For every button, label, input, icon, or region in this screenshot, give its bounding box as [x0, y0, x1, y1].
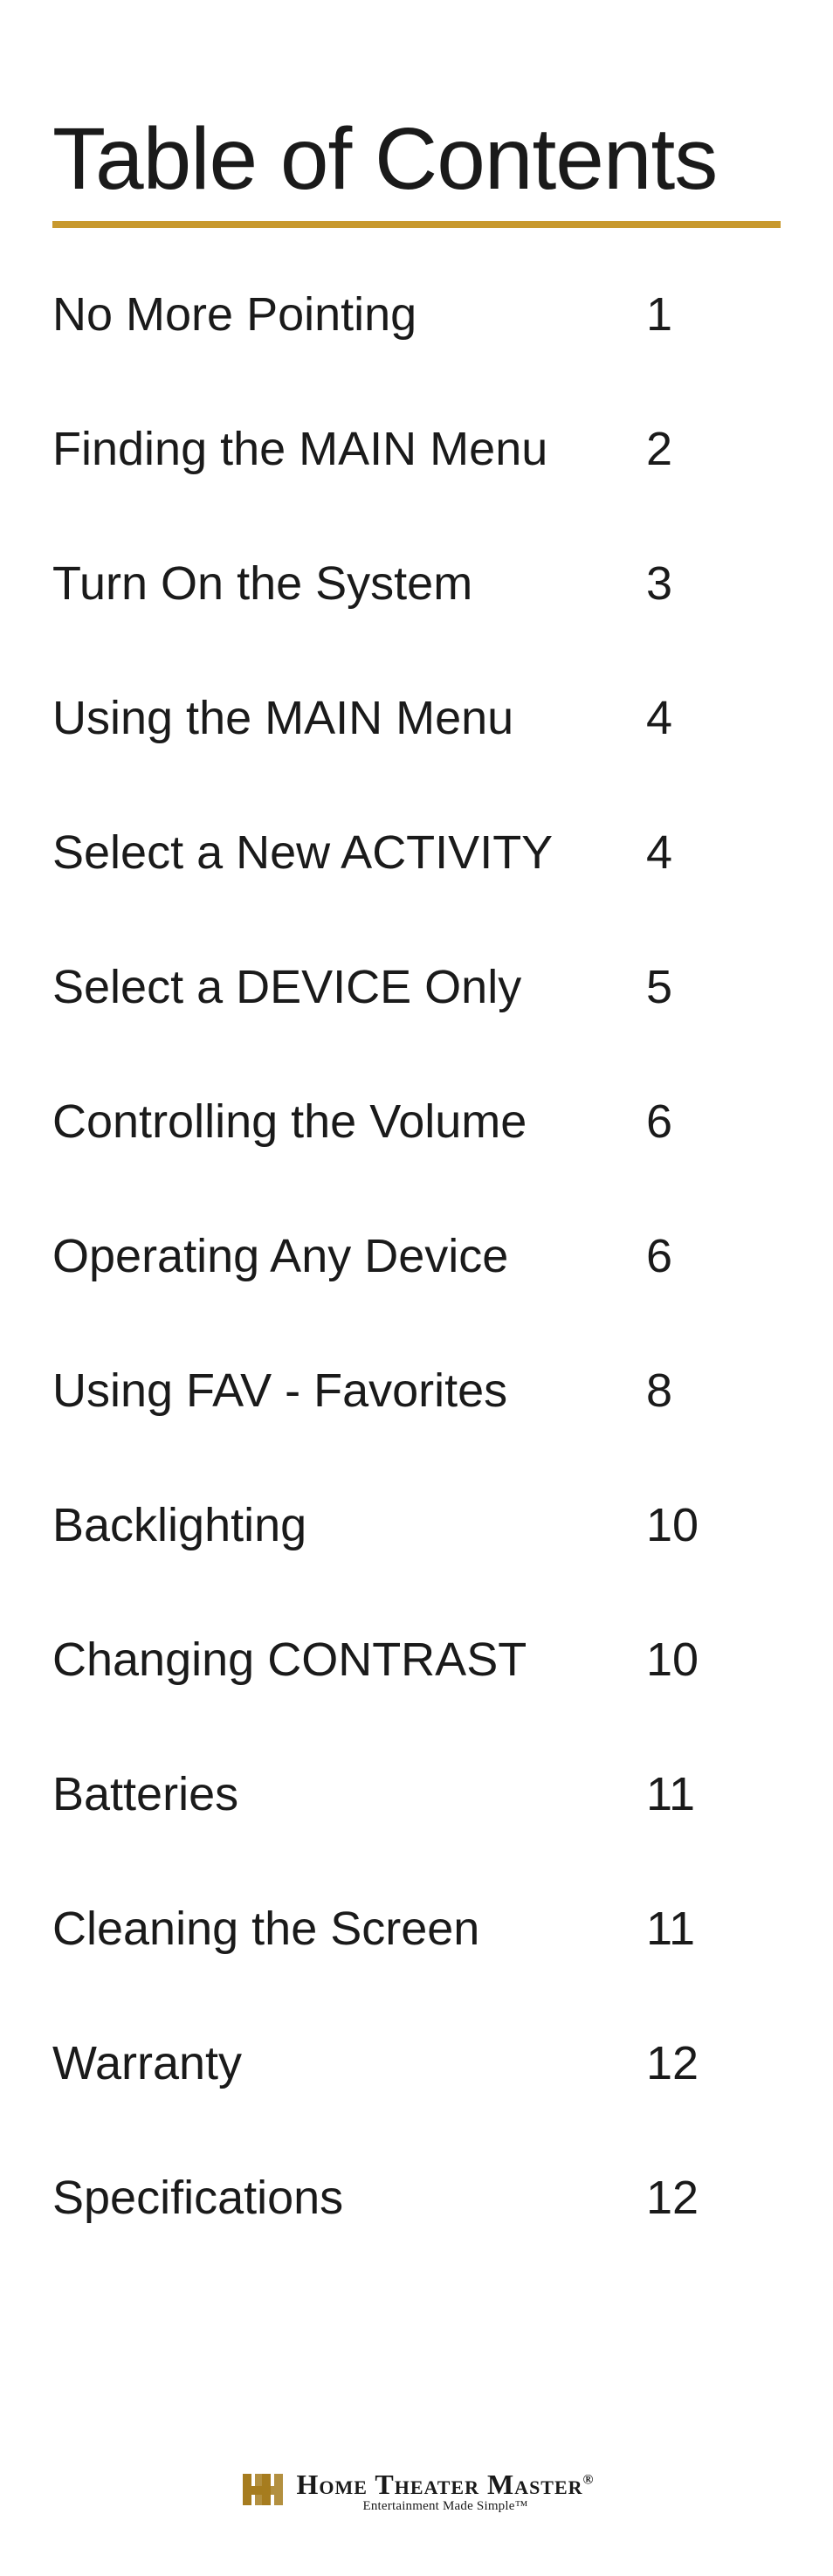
toc-row: Backlighting10 [52, 1498, 768, 1552]
logo: Home Theater Master® Entertainment Made … [239, 2469, 595, 2515]
toc-row: Warranty12 [52, 2036, 768, 2090]
toc-entry-label: No More Pointing [52, 287, 646, 342]
toc-entry-page: 4 [646, 691, 672, 745]
toc-entry-page: 8 [646, 1364, 672, 1418]
toc-entry-page: 1 [646, 287, 672, 342]
toc-entry-page: 10 [646, 1498, 699, 1552]
toc-row: No More Pointing1 [52, 287, 768, 342]
logo-main-text: Home Theater Master® [297, 2470, 595, 2498]
toc-entry-page: 11 [646, 1902, 695, 1956]
toc-row: Controlling the Volume6 [52, 1095, 768, 1149]
footer-logo: Home Theater Master® Entertainment Made … [0, 2469, 833, 2515]
toc-row: Batteries11 [52, 1767, 768, 1821]
page-title: Table of Contents [52, 114, 781, 228]
toc-row: Turn On the System3 [52, 556, 768, 611]
toc-entry-label: Using the MAIN Menu [52, 691, 646, 745]
toc-entry-label: Finding the MAIN Menu [52, 422, 646, 476]
toc-list: No More Pointing1 Finding the MAIN Menu2 T… [52, 287, 768, 2225]
toc-entry-page: 11 [646, 1767, 695, 1821]
toc-entry-label: Select a New ACTIVITY [52, 825, 646, 880]
toc-entry-label: Warranty [52, 2036, 646, 2090]
toc-entry-label: Specifications [52, 2171, 646, 2225]
toc-entry-label: Controlling the Volume [52, 1095, 646, 1149]
toc-entry-label: Operating Any Device [52, 1229, 646, 1283]
page: Table of Contents No More Pointing1 Findi… [0, 0, 833, 2576]
toc-entry-page: 5 [646, 960, 672, 1014]
toc-row: Using the MAIN Menu4 [52, 691, 768, 745]
logo-main-label: Home Theater Master [297, 2469, 583, 2500]
toc-entry-page: 4 [646, 825, 672, 880]
logo-text: Home Theater Master® Entertainment Made … [297, 2470, 595, 2513]
toc-row: Operating Any Device6 [52, 1229, 768, 1283]
toc-entry-page: 10 [646, 1633, 699, 1687]
toc-entry-label: Cleaning the Screen [52, 1902, 646, 1956]
toc-row: Finding the MAIN Menu2 [52, 422, 768, 476]
toc-entry-label: Turn On the System [52, 556, 646, 611]
toc-row: Changing CONTRAST10 [52, 1633, 768, 1687]
toc-entry-label: Batteries [52, 1767, 646, 1821]
toc-entry-page: 6 [646, 1229, 672, 1283]
logo-mark-icon [239, 2469, 286, 2515]
toc-entry-label: Using FAV - Favorites [52, 1364, 646, 1418]
toc-row: Using FAV - Favorites8 [52, 1364, 768, 1418]
toc-entry-label: Select a DEVICE Only [52, 960, 646, 1014]
toc-entry-label: Changing CONTRAST [52, 1633, 646, 1687]
toc-entry-label: Backlighting [52, 1498, 646, 1552]
toc-entry-page: 12 [646, 2036, 699, 2090]
toc-entry-page: 2 [646, 422, 672, 476]
logo-sub-text: Entertainment Made Simple™ [297, 2500, 595, 2513]
toc-entry-page: 12 [646, 2171, 699, 2225]
toc-entry-page: 6 [646, 1095, 672, 1149]
toc-row: Select a New ACTIVITY4 [52, 825, 768, 880]
toc-row: Cleaning the Screen11 [52, 1902, 768, 1956]
toc-row: Specifications12 [52, 2171, 768, 2225]
registered-mark: ® [583, 2472, 595, 2487]
toc-entry-page: 3 [646, 556, 672, 611]
toc-row: Select a DEVICE Only5 [52, 960, 768, 1014]
